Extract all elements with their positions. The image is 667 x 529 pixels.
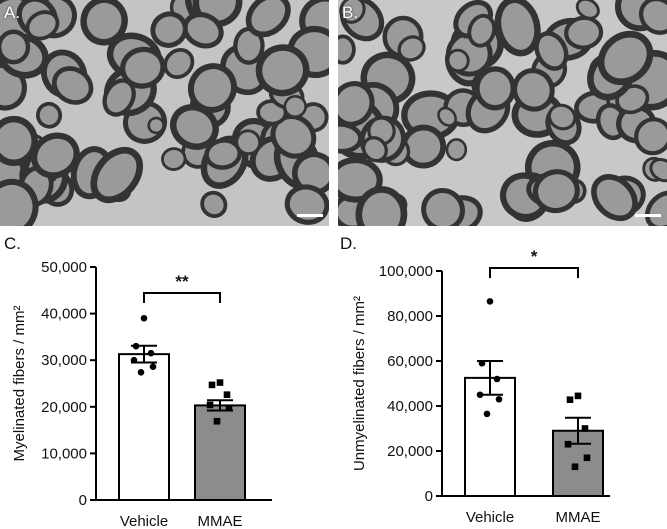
panel-label-b: B. [342,3,359,22]
y-tick-label: 40,000 [387,398,433,415]
y-tick-label: 10,000 [41,445,87,462]
data-point [223,391,231,398]
micrograph-a: A. [0,0,329,226]
y-tick-label: 60,000 [387,353,433,370]
data-point [574,392,582,400]
y-tick-label: 0 [425,488,433,505]
scale-bar [635,214,661,217]
micrograph-b-image [338,0,667,226]
y-tick-label: 100,000 [379,263,433,280]
data-point [478,359,486,367]
data-point [132,342,140,350]
data-point [581,425,589,432]
y-tick-label: 40,000 [41,306,87,323]
x-tick-label: MMAE [556,509,601,526]
data-point [206,401,214,409]
significance-label: ** [175,272,189,291]
significance-label: * [531,247,538,266]
chart-c-svg: 0 10,000 20,000 30,000 40,000 50,000 Myelinate… [11,259,272,529]
chart-c: 0 10,000 20,000 30,000 40,000 50,000 Myelinate… [0,226,333,529]
data-point [130,356,138,364]
y-tick-label: 80,000 [387,308,433,325]
chart-d: 0 20,000 40,000 60,000 80,000 100,000 Unmyelin… [334,226,667,529]
y-axis-label: Unmyelinated fibers / mm² [351,296,368,471]
data-point [493,375,501,383]
y-tick-label: 30,000 [41,352,87,369]
y-tick-label: 20,000 [41,399,87,416]
data-point [225,404,233,412]
data-point [486,298,494,305]
bar-vehicle [464,376,516,497]
panel-label-d: D. [340,234,357,253]
x-tick-label: MMAE [198,513,243,529]
y-tick-label: 0 [79,492,87,509]
panel-label-a: A. [4,3,21,22]
y-tick-label: 20,000 [387,443,433,460]
data-point [476,391,484,399]
data-point [566,396,574,403]
data-point [140,314,148,322]
data-point [213,417,221,425]
x-tick-label: Vehicle [466,509,514,526]
significance-bracket [489,267,579,278]
data-point [208,381,216,389]
data-point [147,349,155,357]
data-point [583,454,591,462]
x-tick-label: Vehicle [120,513,168,529]
y-axis-label: Myelinated fibers / mm² [11,306,28,462]
data-point [149,363,157,371]
micrograph-b: B. [338,0,667,226]
y-tick-label: 50,000 [41,259,87,276]
data-point [571,463,579,471]
significance-bracket [143,292,221,303]
bar-vehicle [118,353,170,501]
panel-label-c: C. [4,234,21,253]
chart-d-svg: 0 20,000 40,000 60,000 80,000 100,000 Unmyelin… [351,247,610,526]
data-point [495,395,503,403]
scale-bar [297,214,323,217]
micrograph-a-image [0,0,329,226]
data-point [483,410,491,418]
data-point [216,379,224,386]
data-point [137,369,145,376]
data-point [564,440,572,448]
